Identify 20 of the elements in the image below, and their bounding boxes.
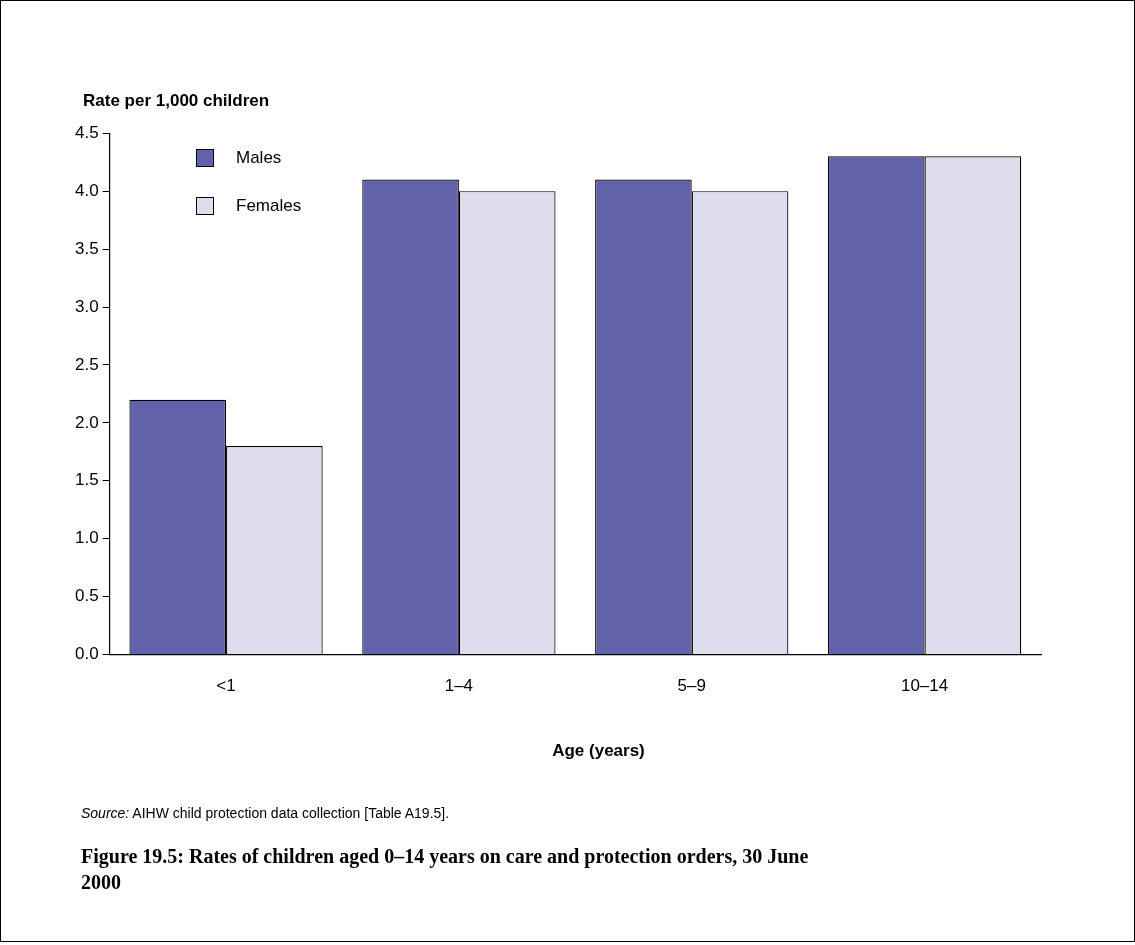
x-tick-label: 1–4 <box>444 676 474 696</box>
y-tick-label: 1.5 <box>74 470 99 490</box>
x-tick-label: 10–14 <box>900 676 949 696</box>
y-tick-label: 1.0 <box>74 528 99 548</box>
x-tick-label: <1 <box>216 676 236 696</box>
source-note: Source: AIHW child protection data collection [Table A19.5]. <box>81 805 450 821</box>
y-tick-label: 0.0 <box>74 644 99 664</box>
y-axis-title: Rate per 1,000 children <box>83 91 270 111</box>
legend-label: Males <box>236 148 282 168</box>
y-tick-label: 0.5 <box>74 586 99 606</box>
text: Figure 19.5: Rates of children aged 0–14 years on care and protection orders, 30 June 2000 <box>81 844 810 895</box>
y-tick-label: 3.5 <box>74 238 99 258</box>
y-tick-label: 3.0 <box>74 296 99 316</box>
x-tick-label: 5–9 <box>677 676 706 696</box>
y-tick-label: 2.0 <box>74 412 99 432</box>
y-tick-label: 2.5 <box>74 354 99 374</box>
y-tick-label: 4.5 <box>74 122 99 142</box>
x-axis-title: Age (years) <box>551 741 646 761</box>
legend-label: Females <box>236 196 302 216</box>
y-tick-label: 4.0 <box>74 180 99 200</box>
